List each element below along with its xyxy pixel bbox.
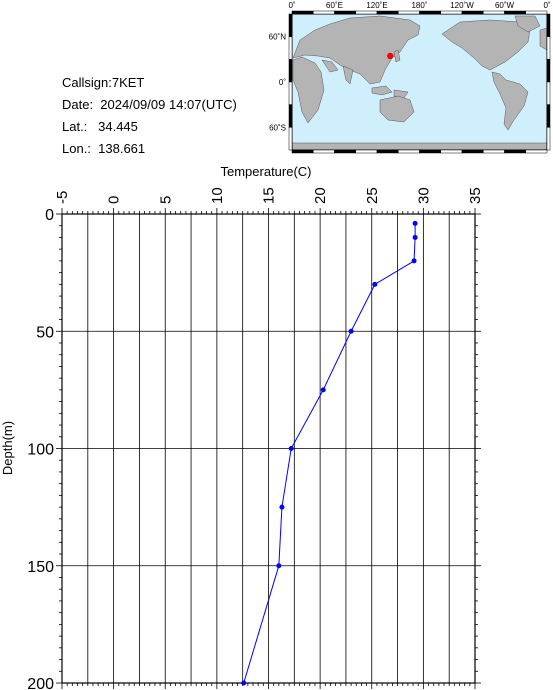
data-point <box>288 446 294 451</box>
x-tick-label: 20 <box>312 187 329 204</box>
map-frame-segment <box>398 10 420 15</box>
map-frame-segment <box>398 149 420 154</box>
data-point <box>412 234 418 240</box>
map-frame-segment <box>483 149 505 154</box>
x-tick-label: 25 <box>364 187 381 204</box>
data-point <box>412 220 418 226</box>
y-tick-label: 100 <box>27 442 54 459</box>
x-tick-label: 10 <box>209 187 226 204</box>
data-point <box>320 387 326 393</box>
map-lon-label: 0˚ <box>543 1 550 10</box>
data-point <box>348 328 354 334</box>
x-tick-label: 5 <box>157 196 174 204</box>
map-frame-segment <box>546 104 551 128</box>
callsign-label: Callsign:7KET <box>62 75 145 90</box>
map-frame-segment <box>419 149 441 154</box>
data-point <box>241 680 247 686</box>
series-line <box>243 223 416 684</box>
map-frame <box>288 10 551 154</box>
map-frame-segment <box>288 81 293 105</box>
series-temperature-profile <box>241 220 418 686</box>
map-lon-label: 60˚E <box>326 1 343 10</box>
world-map: 0˚ 60˚E 120˚E 180˚ 120˚W 60˚W 0˚ 60˚N 0˚ 60˚S <box>269 1 551 154</box>
plot-ticks <box>56 208 481 689</box>
map-lon-label: 120˚W <box>450 1 474 10</box>
map-lat-label: 0˚ <box>279 78 286 87</box>
map-frame-segment <box>376 10 399 15</box>
y-axis-title: Depth(m) <box>0 421 15 475</box>
map-frame-segment <box>546 13 551 37</box>
map-frame-segment <box>504 10 526 15</box>
map-frame-segment <box>288 59 293 83</box>
x-axis-title: Temperature(C) <box>220 164 311 179</box>
map-frame-segment <box>288 127 293 151</box>
x-tick-label: 35 <box>467 187 484 204</box>
x-tick-label: 30 <box>415 187 432 204</box>
data-point <box>276 563 282 569</box>
x-tick-label: 15 <box>261 187 278 204</box>
map-frame-segment <box>355 10 378 15</box>
map-lon-label: 180˚ <box>411 1 427 10</box>
map-frame-segment <box>525 10 548 15</box>
map-frame-segment <box>440 149 463 154</box>
map-frame-segment <box>291 10 314 15</box>
map-land <box>291 15 548 151</box>
data-point <box>411 258 417 264</box>
y-tick-label: 150 <box>27 559 54 576</box>
map-frame-segment <box>546 127 551 151</box>
x-tick-labels: -5 0 5 10 15 20 25 30 35 <box>54 187 484 204</box>
map-frame-segment <box>504 149 526 154</box>
map-frame-segment <box>313 10 335 15</box>
map-frame-segment <box>288 36 293 60</box>
map-frame-segment <box>525 149 548 154</box>
data-point <box>279 504 285 510</box>
map-frame-segment <box>461 10 484 15</box>
map-frame-segment <box>376 149 399 154</box>
map-frame-segment <box>546 36 551 60</box>
map-frame-segment <box>483 10 505 15</box>
map-frame-segment <box>288 104 293 128</box>
map-lat-label: 60˚S <box>269 123 286 132</box>
map-lon-label: 0˚ <box>288 1 295 10</box>
map-lat-label: 60˚N <box>269 33 287 42</box>
longitude-label: Lon.: 138.661 <box>62 141 146 156</box>
map-frame-segment <box>419 10 441 15</box>
station-info: Callsign:7KET Date: 2024/09/09 14:07(UTC… <box>62 72 237 160</box>
map-frame-segment <box>546 59 551 83</box>
map-frame-segment <box>334 149 356 154</box>
y-tick-label: 50 <box>36 324 54 341</box>
map-frame-segment <box>334 10 356 15</box>
y-tick-label: 200 <box>27 676 54 690</box>
map-frame-segment <box>288 13 293 37</box>
y-tick-labels: 0 50 100 150 200 <box>27 207 54 690</box>
y-tick-label: 0 <box>45 207 54 224</box>
x-tick-label: -5 <box>54 191 71 204</box>
map-frame-segment <box>440 10 463 15</box>
map-frame-segment <box>461 149 484 154</box>
map-frame-segment <box>291 149 314 154</box>
location-marker <box>387 52 394 60</box>
plot-grid <box>61 213 476 684</box>
map-frame-segment <box>355 149 378 154</box>
map-frame-segment <box>313 149 335 154</box>
date-label: Date: 2024/09/09 14:07(UTC) <box>62 97 237 112</box>
latitude-label: Lat.: 34.445 <box>62 119 138 134</box>
data-point <box>372 281 378 287</box>
map-frame-segment <box>546 81 551 105</box>
map-lon-label: 120˚E <box>366 1 387 10</box>
map-lon-label: 60˚W <box>495 1 515 10</box>
x-tick-label: 0 <box>106 196 123 204</box>
